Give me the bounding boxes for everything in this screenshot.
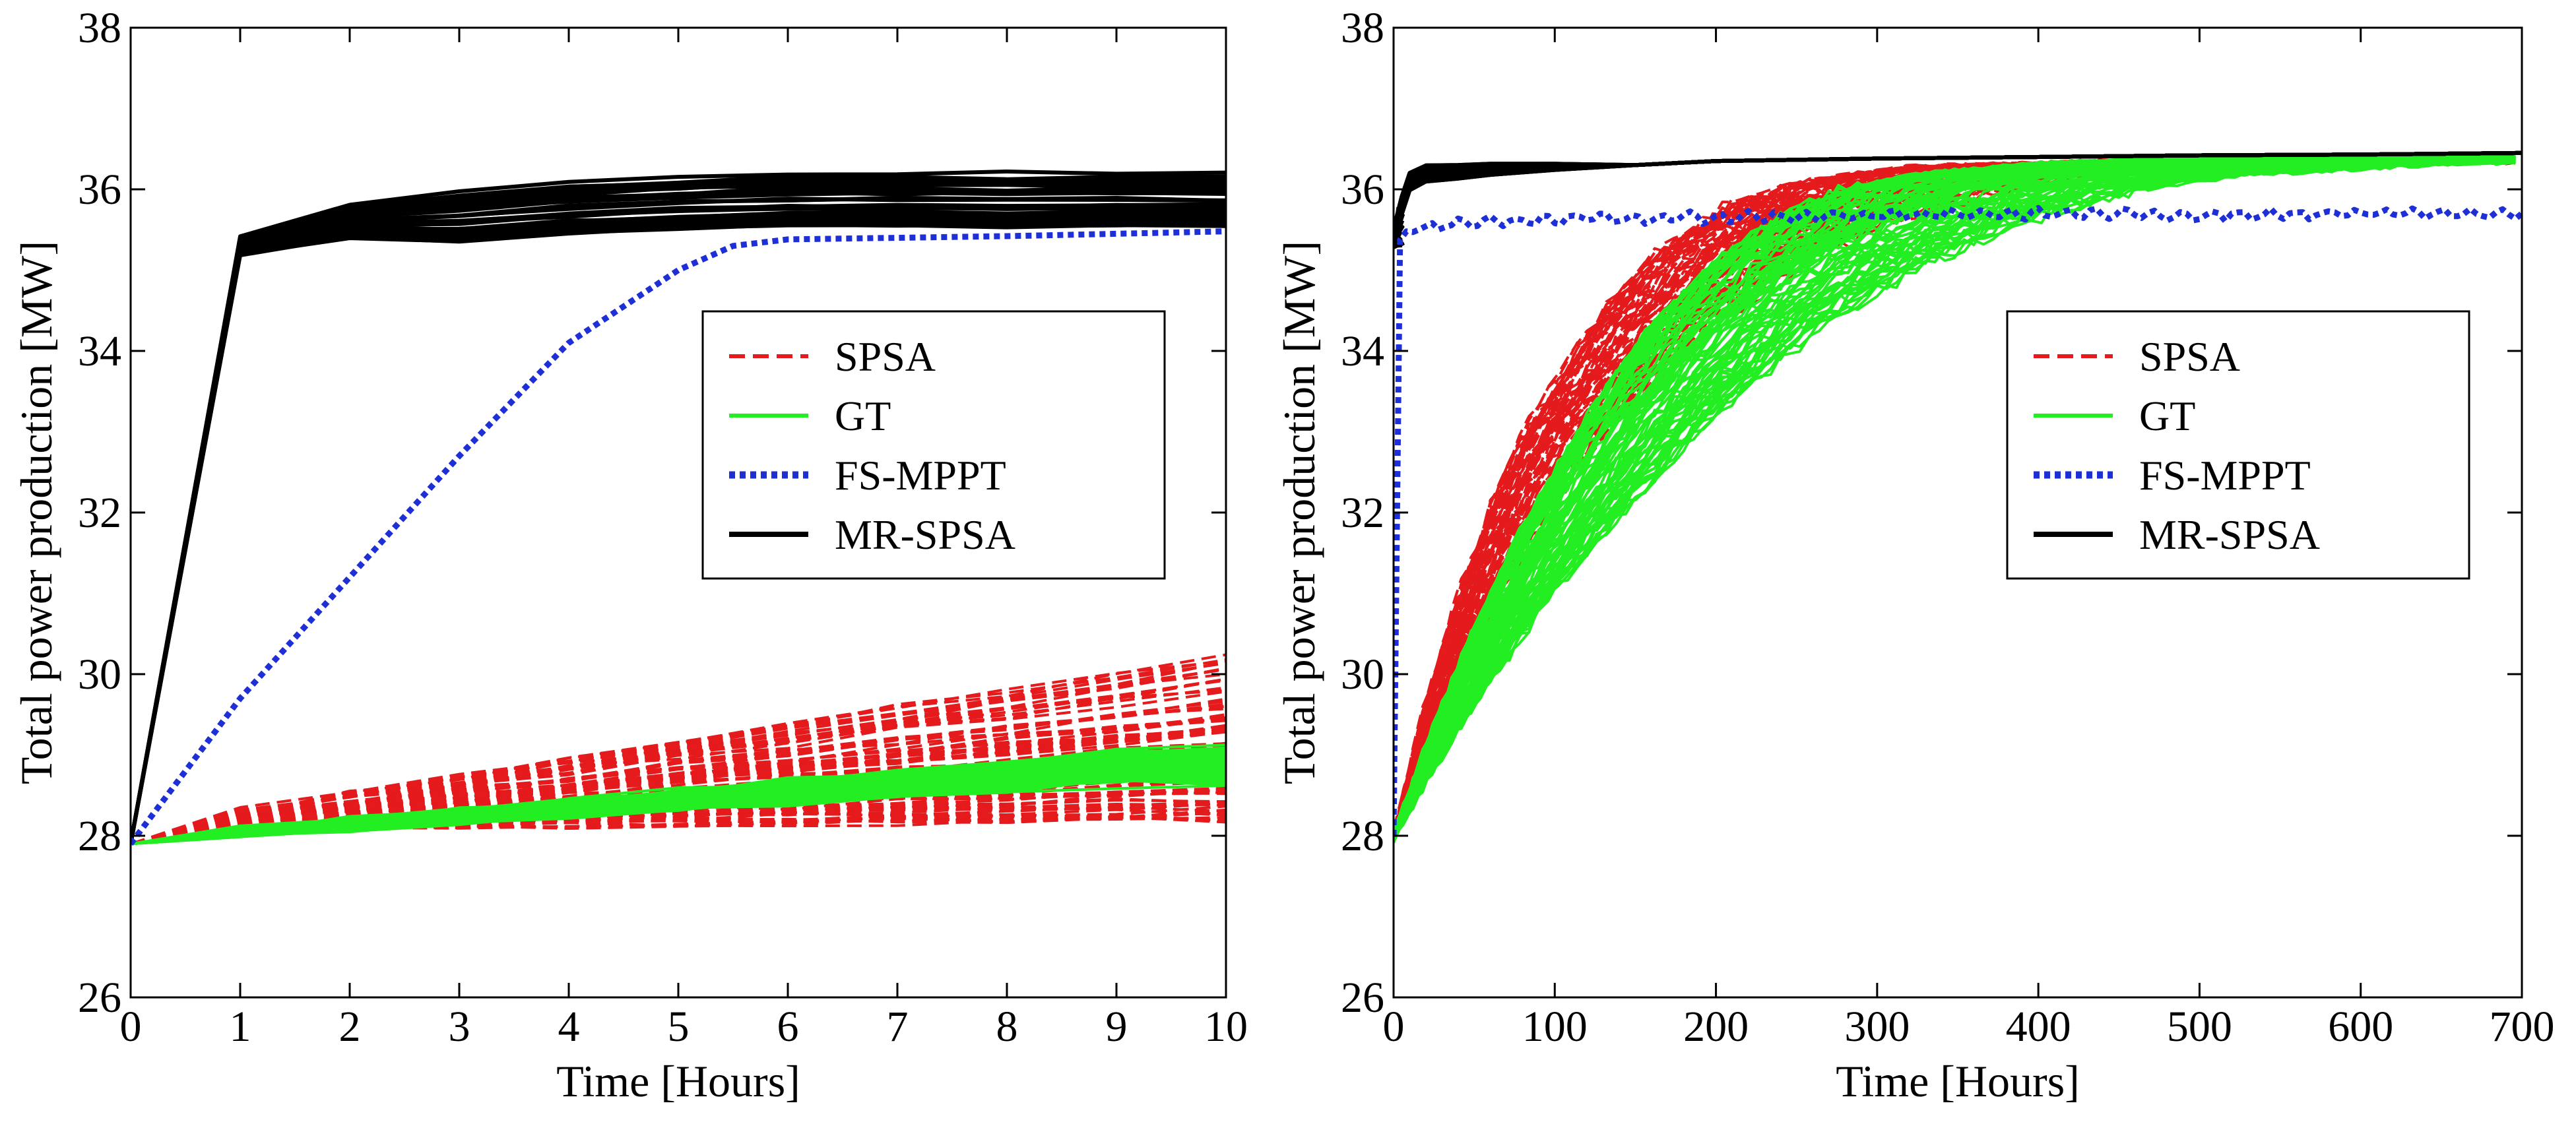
legend-label-mr-spsa: MR-SPSA (2139, 511, 2320, 558)
y-tick-label: 32 (78, 489, 121, 537)
x-tick-label: 500 (2167, 1003, 2232, 1051)
series-fs-mppt (131, 228, 1226, 846)
x-tick-label: 3 (449, 1003, 470, 1051)
line-mr-spsa-run (131, 191, 1226, 844)
x-axis-label: Time [Hours] (556, 1056, 800, 1106)
x-tick-label: 4 (558, 1003, 580, 1051)
y-tick-label: 30 (78, 650, 121, 699)
x-tick-label: 100 (1522, 1003, 1588, 1051)
line-spsa-run (131, 668, 1226, 846)
line-spsa-run (131, 653, 1226, 846)
line-gt-run (131, 758, 1226, 846)
chart-panel-right: 0 100 200 300 400 500 600 700 26 28 30 32 34 36 38 Time… (1274, 4, 2555, 1106)
legend-label-fs-mppt: FS-MPPT (2139, 452, 2311, 499)
y-tick-label: 36 (1341, 166, 1384, 214)
line-gt-run (1394, 158, 2516, 834)
y-tick-label: 38 (78, 4, 121, 52)
line-gt-run (1394, 156, 2516, 838)
line-spsa-run (131, 728, 1226, 846)
line-mr-spsa-run (131, 177, 1226, 844)
plot-area (131, 170, 1226, 846)
line-mr-spsa-run (1394, 150, 2522, 247)
x-tick-label: 300 (1844, 1003, 1910, 1051)
legend-label-spsa: SPSA (835, 333, 936, 380)
series-mr-spsa (131, 170, 1226, 844)
y-tick-label: 30 (1341, 650, 1384, 699)
line-gt-run (131, 784, 1226, 846)
y-tick-label: 36 (78, 166, 121, 214)
x-tick-label: 10 (1204, 1003, 1248, 1051)
y-tick-label: 38 (1341, 4, 1384, 52)
legend: SPSA GT FS-MPPT MR-SPSA (2006, 310, 2470, 580)
line-gt-run (1394, 153, 2516, 830)
legend-label-spsa: SPSA (2139, 333, 2240, 380)
y-tick-label: 34 (1341, 327, 1384, 375)
line-mr-spsa-run (131, 210, 1226, 844)
line-fs-mppt (1394, 204, 2522, 836)
legend-label-fs-mppt: FS-MPPT (835, 452, 1006, 499)
y-tick-label: 26 (1341, 974, 1384, 1022)
x-axis-label: Time [Hours] (1836, 1056, 2080, 1106)
y-tick-label: 32 (1341, 489, 1384, 537)
x-tick-label: 0 (120, 1003, 142, 1051)
y-tick-label: 26 (78, 974, 121, 1022)
line-mr-spsa-run (131, 202, 1226, 844)
legend-label-gt: GT (2139, 392, 2195, 439)
line-gt-run (1394, 161, 2516, 836)
x-tick-label: 7 (887, 1003, 909, 1051)
plot-area (1394, 150, 2522, 844)
y-tick-label: 28 (78, 812, 121, 860)
series-gt (131, 743, 1226, 846)
legend-label-mr-spsa: MR-SPSA (835, 511, 1015, 558)
line-gt-run (131, 751, 1226, 846)
x-tick-label: 600 (2328, 1003, 2393, 1051)
y-tick-label: 28 (1341, 812, 1384, 860)
x-tick-label: 400 (2006, 1003, 2071, 1051)
x-tick-label: 8 (996, 1003, 1018, 1051)
line-mr-spsa-run (131, 170, 1226, 844)
y-axis-label: Total power production [MW] (1274, 241, 1324, 784)
series-fs-mppt (1394, 204, 2522, 836)
y-tick-label: 34 (78, 327, 121, 375)
x-tick-label: 0 (1383, 1003, 1405, 1051)
x-tick-label: 9 (1106, 1003, 1128, 1051)
line-spsa-run (131, 718, 1226, 846)
line-mr-spsa-run (131, 219, 1226, 844)
x-tick-label: 5 (668, 1003, 690, 1051)
x-tick-label: 2 (339, 1003, 361, 1051)
x-tick-label: 6 (777, 1003, 799, 1051)
x-tick-label: 200 (1683, 1003, 1749, 1051)
x-tick-label: 700 (2490, 1003, 2555, 1051)
legend: SPSA GT FS-MPPT MR-SPSA (701, 310, 1166, 580)
y-axis-label: Total power production [MW] (11, 241, 61, 784)
line-fs-mppt (131, 228, 1226, 846)
line-gt-run (131, 766, 1226, 846)
x-tick-label: 1 (230, 1003, 251, 1051)
legend-label-gt: GT (835, 392, 891, 439)
line-mr-spsa-run (131, 185, 1226, 844)
line-spsa-run (131, 726, 1226, 846)
